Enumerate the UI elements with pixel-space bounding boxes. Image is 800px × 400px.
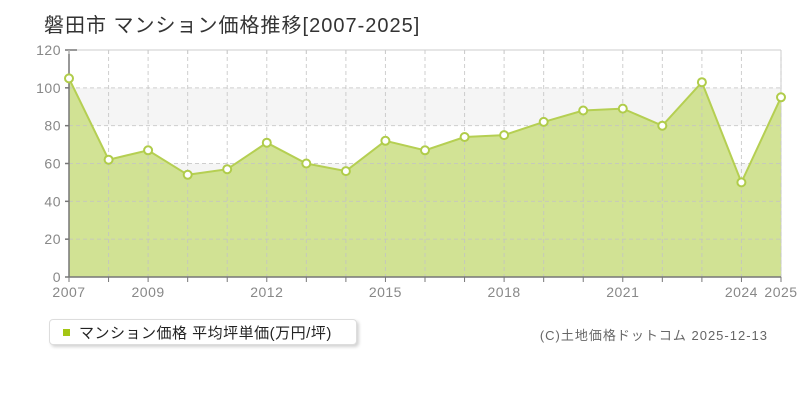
y-tick-label: 80 xyxy=(44,118,61,134)
data-point-marker xyxy=(222,164,233,175)
data-point-marker xyxy=(736,177,747,188)
legend-series-label: マンション価格 平均坪単価(万円/坪) xyxy=(79,324,332,342)
data-point-marker xyxy=(538,116,549,127)
y-tick-label: 20 xyxy=(44,231,61,247)
x-tick-label: 2007 xyxy=(52,284,85,300)
data-point-marker xyxy=(776,92,786,103)
legend: マンション価格 平均坪単価(万円/坪) xyxy=(49,319,357,345)
data-point-marker xyxy=(143,145,154,156)
chart-title: 磐田市 マンション価格推移[2007-2025] xyxy=(44,15,421,37)
x-tick-label: 2009 xyxy=(132,284,165,300)
price-trend-chart: 0 20 40 60 80 100 120 2007 2009 2012 2015 2018 2021 2… xyxy=(36,42,797,300)
y-tick-label: 120 xyxy=(36,42,61,58)
data-point-marker xyxy=(103,154,114,165)
data-point-marker xyxy=(617,103,628,114)
data-point-marker xyxy=(499,130,510,141)
legend-series-marker-icon xyxy=(63,328,70,336)
data-point-marker xyxy=(459,132,470,142)
x-tick-label: 2025 xyxy=(764,284,797,300)
data-point-marker xyxy=(261,137,272,148)
y-tick-label: 40 xyxy=(44,193,61,209)
data-point-marker xyxy=(696,77,707,88)
data-point-marker xyxy=(340,166,351,177)
copyright-text: (C)土地価格ドットコム 2025-12-13 xyxy=(539,328,768,343)
y-tick-label: 60 xyxy=(44,156,61,172)
data-point-marker xyxy=(420,145,430,156)
y-tick-label: 100 xyxy=(36,80,61,96)
data-point-marker xyxy=(64,73,74,84)
data-point-marker xyxy=(657,120,668,131)
x-tick-label: 2018 xyxy=(488,284,521,300)
x-tick-label: 2012 xyxy=(250,284,283,300)
data-point-marker xyxy=(182,169,193,180)
x-tick-label: 2015 xyxy=(369,284,402,300)
y-tick-label: 0 xyxy=(53,269,61,285)
data-point-marker xyxy=(301,158,312,169)
x-tick-label: 2024 xyxy=(725,284,758,300)
data-point-marker xyxy=(578,105,589,116)
x-tick-label: 2021 xyxy=(606,284,639,300)
data-point-marker xyxy=(380,135,391,146)
